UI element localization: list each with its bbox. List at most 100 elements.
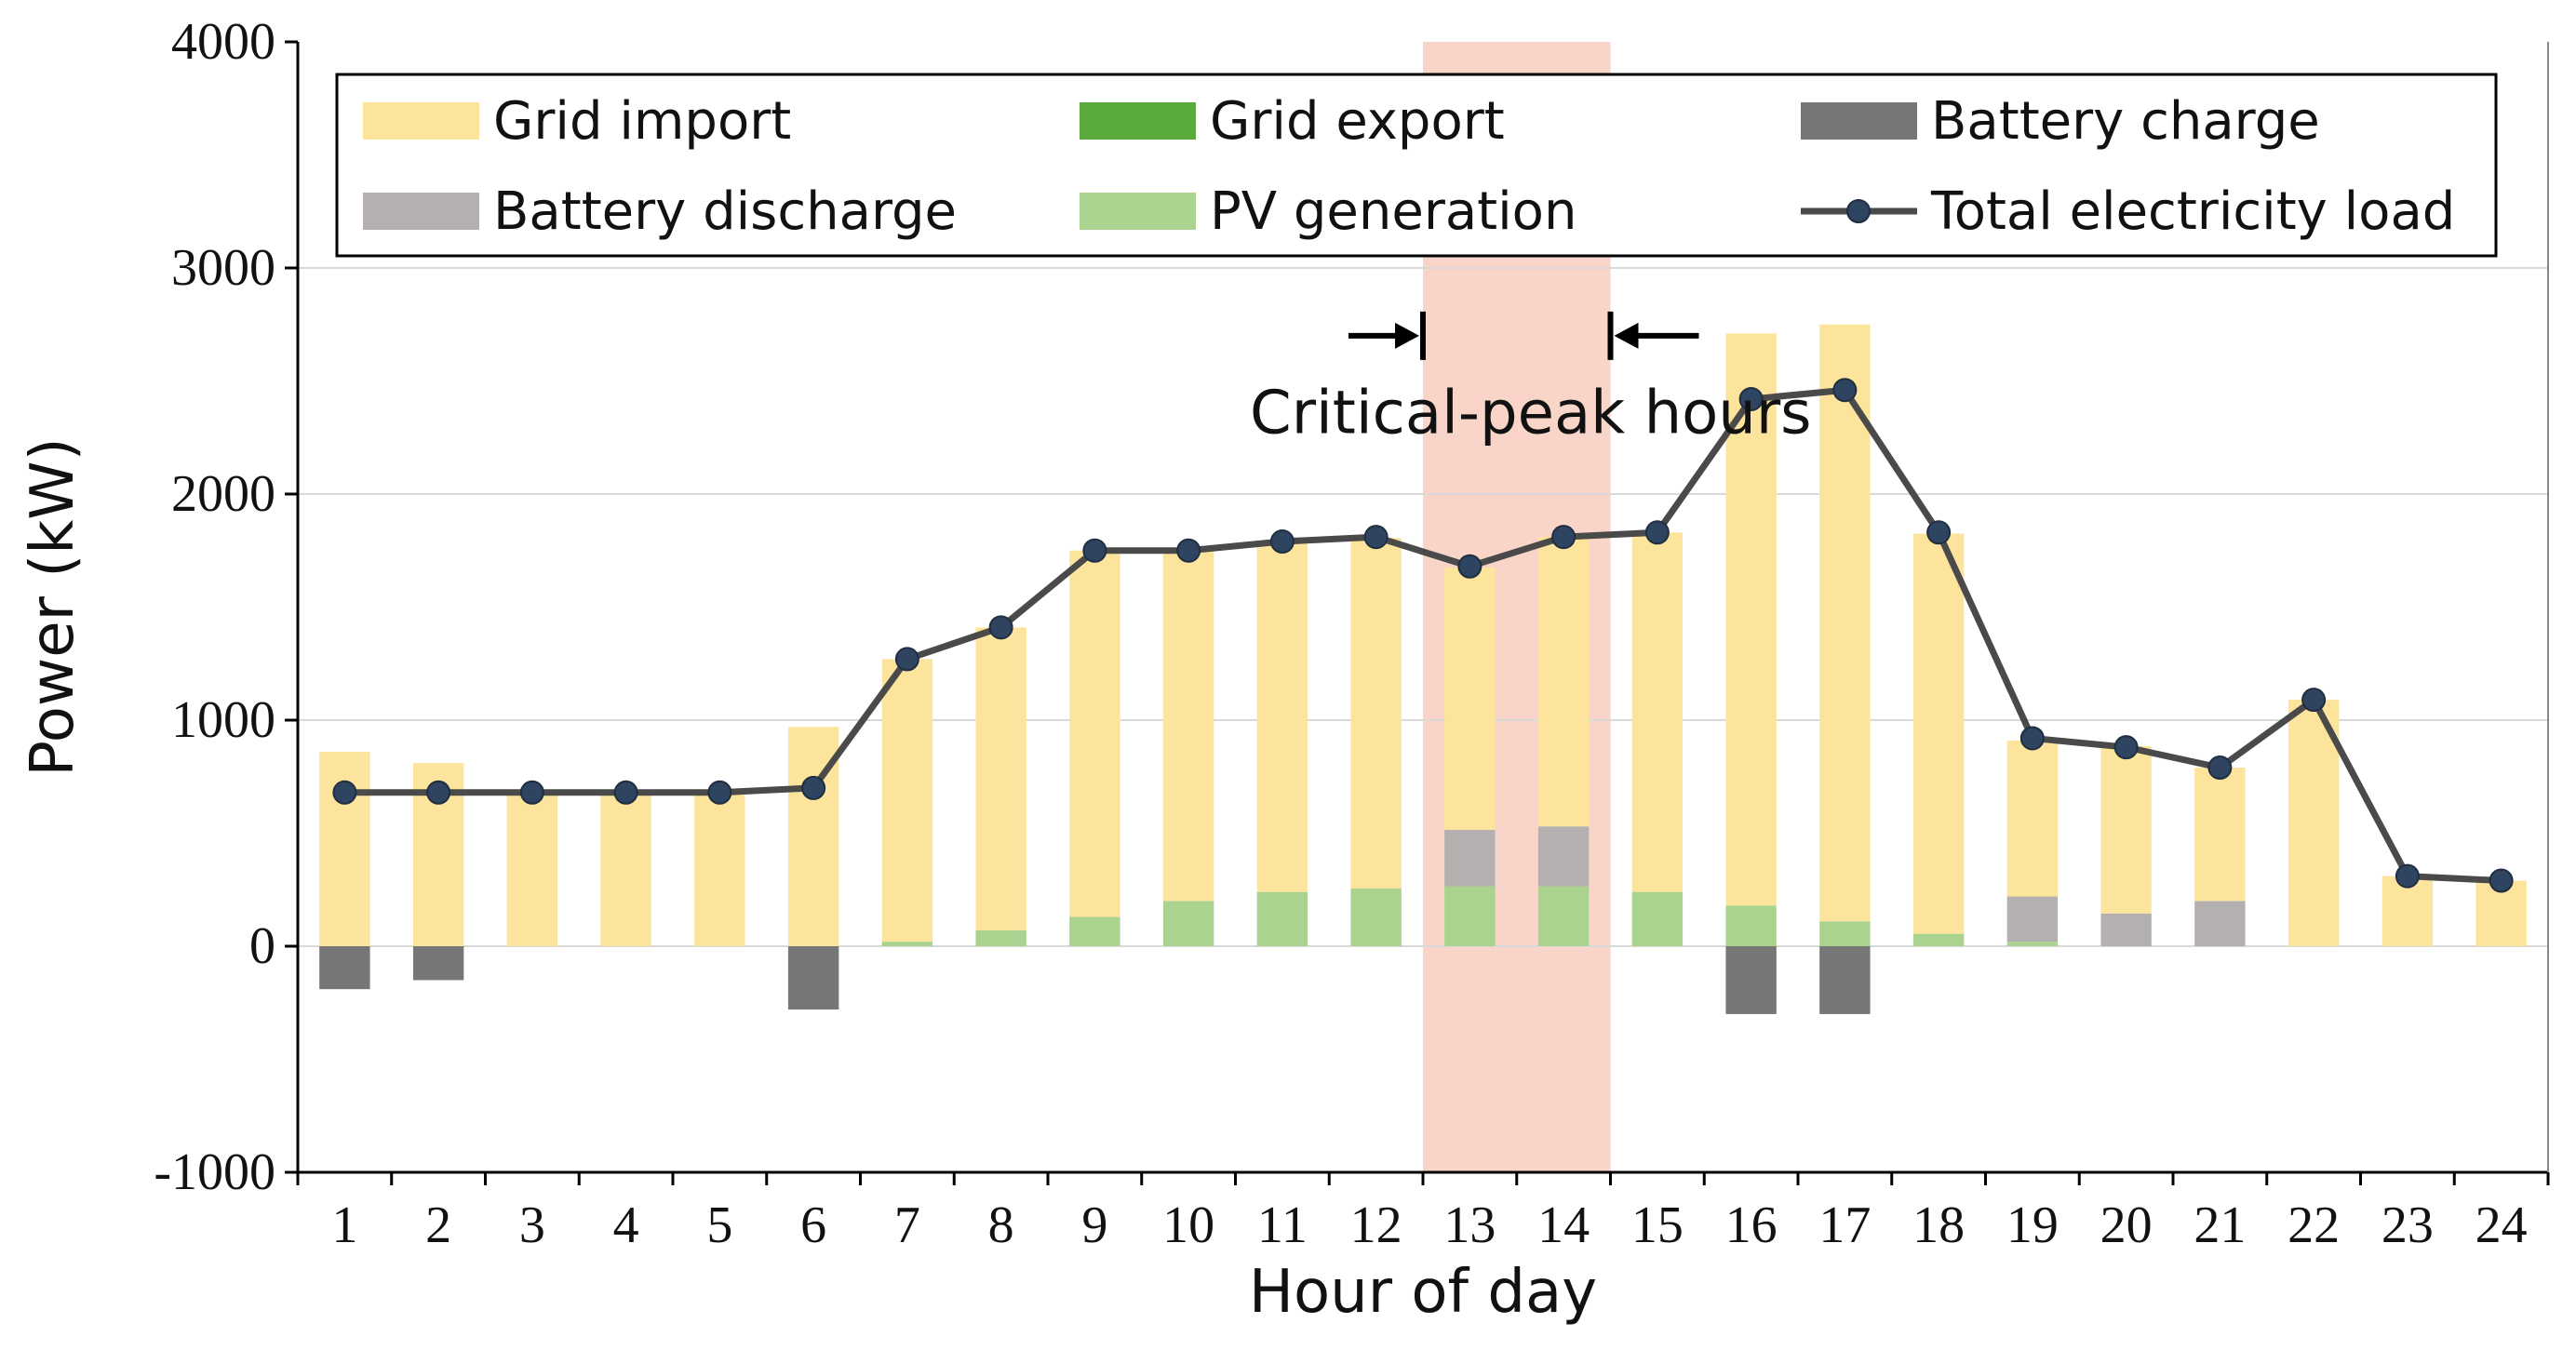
- axis-titles: Hour of day Power (kW): [19, 437, 1597, 1327]
- bar-pv-generation-12: [1350, 889, 1402, 946]
- x-tick-label-19: 19: [2006, 1196, 2059, 1254]
- load-point-21: [2207, 755, 2233, 781]
- load-point-9: [1082, 538, 1107, 563]
- bar-grid-import-19: [2006, 740, 2059, 897]
- load-point-8: [988, 615, 1013, 640]
- bar-pv-generation-17: [1819, 921, 1871, 946]
- bar-battery-charge-17: [1819, 946, 1871, 1014]
- legend-swatch-battery-charge: [1801, 102, 1917, 140]
- x-tick-label-9: 9: [1081, 1196, 1107, 1254]
- load-point-18: [1926, 520, 1952, 545]
- x-tick-label-3: 3: [519, 1196, 545, 1254]
- bar-pv-generation-18: [1912, 933, 1965, 946]
- bar-pv-generation-19: [2006, 942, 2059, 946]
- legend-label-battery-charge: Battery charge: [1931, 91, 2320, 152]
- y-tick-label-2000: 2000: [171, 465, 275, 523]
- x-tick-label-1: 1: [331, 1196, 357, 1254]
- x-tick-label-23: 23: [2381, 1196, 2434, 1254]
- y-tick-label--1000: -1000: [154, 1143, 275, 1201]
- bar-pv-generation-13: [1444, 886, 1496, 946]
- legend-label-pv-generation: PV generation: [1210, 181, 1576, 242]
- bar-battery-discharge-21: [2194, 901, 2246, 946]
- x-tick-label-6: 6: [800, 1196, 826, 1254]
- load-point-22: [2301, 688, 2327, 713]
- y-tick-label-1000: 1000: [171, 691, 275, 749]
- legend-swatch-marker-total-load: [1846, 199, 1871, 223]
- series-line-total-electricity-load: [344, 386, 2502, 885]
- y-axis-title: Power (kW): [19, 437, 87, 776]
- x-tick-label-5: 5: [706, 1196, 732, 1254]
- bar-grid-import-8: [975, 627, 1026, 930]
- bar-grid-import-21: [2194, 768, 2246, 902]
- legend-swatch-battery-discharge: [363, 193, 479, 230]
- bar-battery-charge-2: [412, 946, 464, 981]
- legend-swatch-grid-export: [1080, 102, 1196, 140]
- load-point-16: [1738, 386, 1764, 411]
- load-point-13: [1457, 554, 1483, 579]
- load-point-5: [707, 780, 732, 805]
- x-tick-label-8: 8: [988, 1196, 1014, 1254]
- bar-pv-generation-16: [1725, 905, 1777, 946]
- bar-grid-import-5: [694, 792, 745, 946]
- bar-grid-import-17: [1819, 324, 1871, 922]
- bar-battery-discharge-14: [1537, 826, 1590, 887]
- legend-label-grid-export: Grid export: [1210, 91, 1505, 152]
- load-point-7: [894, 647, 919, 672]
- bar-battery-discharge-20: [2100, 913, 2152, 946]
- bar-pv-generation-7: [881, 942, 933, 946]
- bar-grid-import-13: [1444, 567, 1496, 830]
- x-tick-label-12: 12: [1350, 1196, 1402, 1254]
- x-tick-label-2: 2: [425, 1196, 451, 1254]
- x-tick-label-16: 16: [1725, 1196, 1778, 1254]
- annotation-critical-peak-label: Critical-peak hours: [1250, 379, 1812, 448]
- legend: Grid import Grid export Battery charge Batt…: [335, 73, 2498, 258]
- bar-pv-generation-14: [1537, 886, 1590, 946]
- load-point-2: [426, 780, 451, 805]
- bar-grid-import-12: [1350, 538, 1402, 889]
- bar-grid-import-14: [1537, 537, 1590, 827]
- x-tick-label-14: 14: [1537, 1196, 1590, 1254]
- bar-pv-generation-11: [1256, 891, 1308, 946]
- y-tick-label-4000: 4000: [171, 13, 275, 71]
- bar-battery-charge-16: [1725, 946, 1777, 1014]
- bar-battery-charge-1: [319, 946, 370, 990]
- x-tick-label-22: 22: [2288, 1196, 2340, 1254]
- x-tick-label-24: 24: [2475, 1196, 2528, 1254]
- x-tick-label-7: 7: [894, 1196, 920, 1254]
- x-tick-label-18: 18: [1912, 1196, 1965, 1254]
- x-axis-title: Hour of day: [1249, 1258, 1597, 1327]
- load-point-17: [1832, 378, 1858, 403]
- bar-grid-import-18: [1912, 533, 1965, 934]
- legend-label-total-load: Total electricity load: [1930, 181, 2455, 242]
- legend-label-battery-discharge: Battery discharge: [493, 181, 957, 242]
- load-point-10: [1176, 538, 1201, 563]
- bar-battery-discharge-13: [1444, 829, 1496, 887]
- bar-grid-import-15: [1631, 532, 1684, 892]
- bars-layer: [319, 324, 2527, 1014]
- x-tick-label-10: 10: [1162, 1196, 1214, 1254]
- bar-grid-import-11: [1256, 541, 1308, 892]
- load-point-23: [2395, 863, 2420, 889]
- load-point-20: [2113, 735, 2139, 760]
- bar-grid-import-9: [1069, 550, 1120, 917]
- y-tick-label-3000: 3000: [171, 239, 275, 297]
- load-point-24: [2489, 868, 2514, 893]
- bar-grid-import-10: [1162, 550, 1214, 902]
- x-tick-label-13: 13: [1443, 1196, 1496, 1254]
- load-point-14: [1551, 525, 1576, 550]
- bar-pv-generation-15: [1631, 891, 1684, 946]
- bar-pv-generation-8: [975, 929, 1026, 946]
- x-tick-label-4: 4: [613, 1196, 639, 1254]
- load-point-15: [1644, 520, 1670, 545]
- load-line-layer: [332, 378, 2514, 893]
- x-tick-label-17: 17: [1818, 1196, 1871, 1254]
- load-point-3: [519, 780, 544, 805]
- load-point-11: [1269, 529, 1295, 555]
- bar-grid-import-16: [1725, 333, 1777, 906]
- bar-battery-charge-6: [787, 946, 839, 1010]
- bar-pv-generation-10: [1162, 901, 1214, 946]
- bar-pv-generation-9: [1069, 916, 1120, 946]
- annotation-arrow-left-head: [1395, 322, 1419, 349]
